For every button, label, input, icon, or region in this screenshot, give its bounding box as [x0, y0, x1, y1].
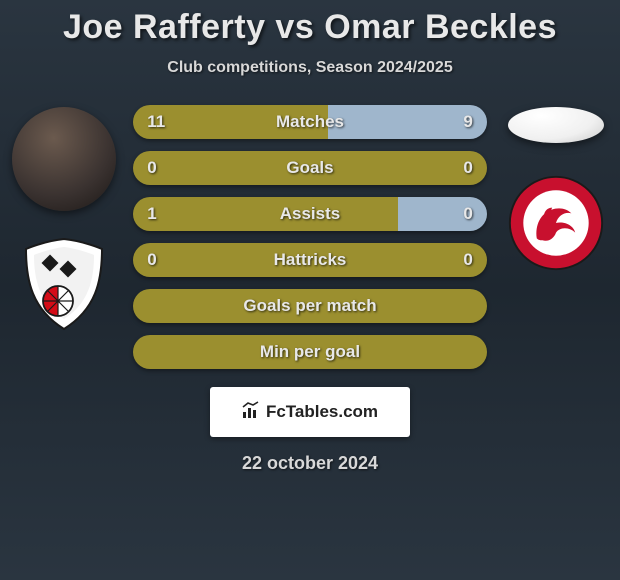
bar-right-segment: [328, 105, 487, 139]
right-player-col: [497, 101, 616, 273]
chart-icon: [242, 401, 260, 424]
stat-bar: Hattricks00: [133, 243, 487, 277]
watermark-text: FcTables.com: [266, 402, 378, 422]
player-right-avatar: [508, 107, 604, 143]
comparison-row: Matches119 Goals00 Assists10 Hattricks00 Goa…: [0, 101, 620, 369]
stat-bar: Assists10: [133, 197, 487, 231]
rotherham-badge: [14, 233, 114, 333]
bar-left-segment: [133, 197, 398, 231]
date-line: 22 october 2024: [0, 453, 620, 474]
stat-bar: Min per goal: [133, 335, 487, 369]
bar-left-segment: [133, 243, 487, 277]
stat-bar: Goals per match: [133, 289, 487, 323]
subtitle: Club competitions, Season 2024/2025: [0, 59, 620, 77]
watermark: FcTables.com: [210, 387, 410, 437]
stat-bar: Matches119: [133, 105, 487, 139]
bar-right-segment: [398, 197, 486, 231]
bar-left-segment: [133, 289, 487, 323]
bar-left-segment: [133, 151, 487, 185]
bar-left-segment: [133, 105, 327, 139]
leyton-orient-badge: [506, 173, 606, 273]
stat-bar: Goals00: [133, 151, 487, 185]
bar-left-segment: [133, 335, 487, 369]
page-title: Joe Rafferty vs Omar Beckles: [0, 8, 620, 47]
left-player-col: [4, 101, 123, 333]
stats-bars: Matches119 Goals00 Assists10 Hattricks00 Goa…: [133, 101, 487, 369]
player-left-avatar: [12, 107, 116, 211]
